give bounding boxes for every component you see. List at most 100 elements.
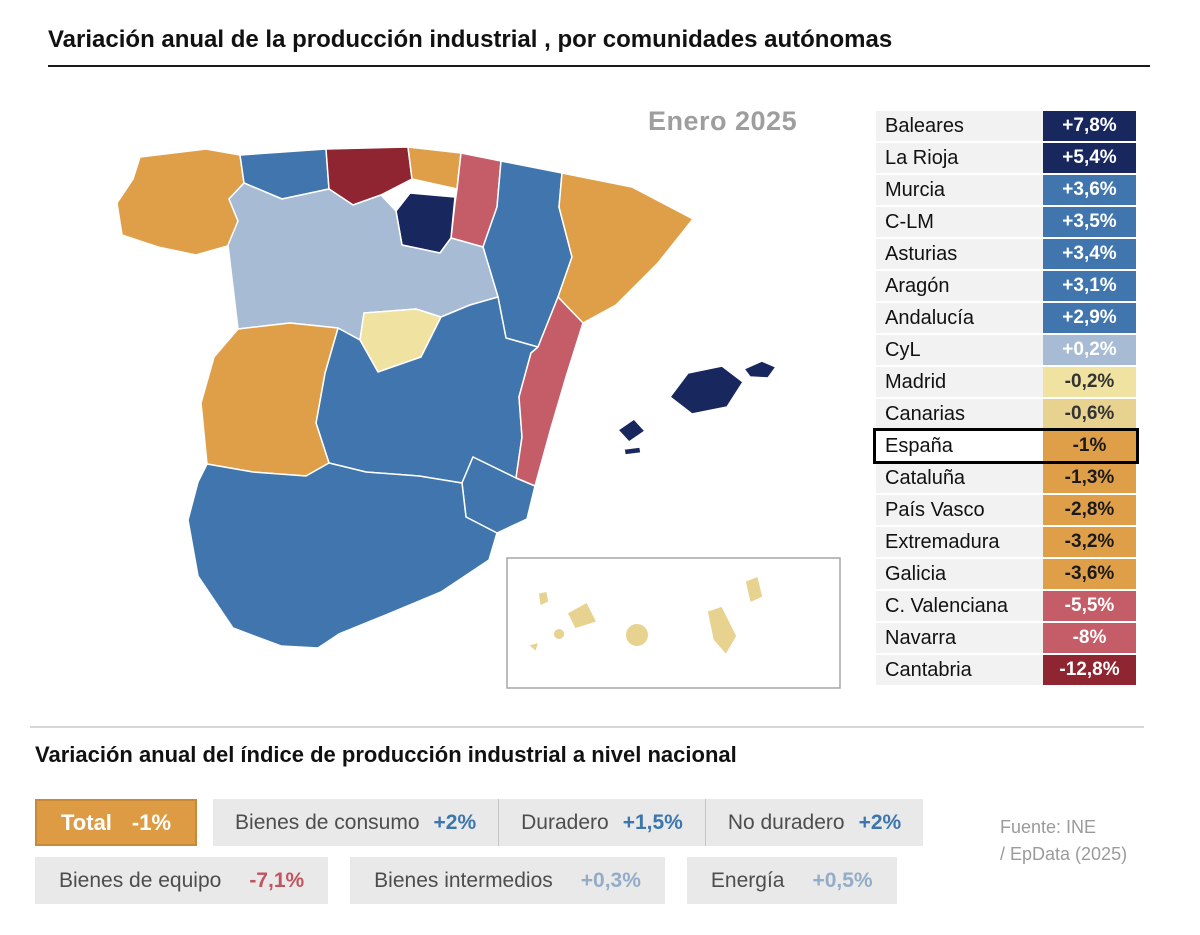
total-label: Total <box>61 809 112 835</box>
map-region-canarias-lapalma <box>537 590 550 607</box>
region-name: Galicia <box>876 559 1043 589</box>
indicator-value: +2% <box>433 810 477 834</box>
source-line1: Fuente: INE <box>1000 817 1097 837</box>
canarias-inset-box <box>506 557 841 689</box>
indicator-label: Bienes intermedios <box>374 868 553 892</box>
national-group-bar: Bienes de consumo +2% Duradero +1,5% No dura… <box>213 799 924 846</box>
legend-row-andalucia: Andalucía +2,9% <box>876 303 1136 333</box>
region-name: CyL <box>876 335 1043 365</box>
indicator-value: +2% <box>858 810 902 834</box>
region-value: -3,6% <box>1043 559 1136 589</box>
total-badge: Total -1% <box>35 799 198 846</box>
indicator-label: Bienes de equipo <box>59 868 222 892</box>
total-value: -1% <box>131 809 172 835</box>
region-value: -0,2% <box>1043 367 1136 397</box>
map-region-baleares-menorca <box>743 360 777 379</box>
indicator-label: Bienes de consumo <box>235 810 420 834</box>
section-divider <box>30 726 1144 728</box>
region-name: Canarias <box>876 399 1043 429</box>
legend-row-cataluna: Cataluña -1,3% <box>876 463 1136 493</box>
legend-row-canarias: Canarias -0,6% <box>876 399 1136 429</box>
region-value: +5,4% <box>1043 143 1136 173</box>
legend-row-asturias: Asturias +3,4% <box>876 239 1136 269</box>
legend-row-cyl: CyL +0,2% <box>876 335 1136 365</box>
indicator-duradero: Duradero +1,5% <box>498 799 705 846</box>
legend-row-cantabria: Cantabria -12,8% <box>876 655 1136 685</box>
source-note: Fuente: INE / EpData (2025) <box>1000 814 1127 868</box>
map-region-baleares-mallorca <box>669 365 744 415</box>
region-name: Aragón <box>876 271 1043 301</box>
region-value: -8% <box>1043 623 1136 653</box>
legend-row-espana: España -1% <box>873 428 1139 464</box>
region-name: Madrid <box>876 367 1043 397</box>
region-value: +3,6% <box>1043 175 1136 205</box>
indicator-value: -7,1% <box>249 868 305 892</box>
indicator-value: +0,3% <box>580 868 641 892</box>
map-region-paisvasco <box>407 146 462 190</box>
page-title: Variación anual de la producción industr… <box>48 26 1150 67</box>
legend-row-valenciana: C. Valenciana -5,5% <box>876 591 1136 621</box>
region-name: La Rioja <box>876 143 1043 173</box>
map-region-baleares-formentera <box>623 446 642 456</box>
region-value: +3,4% <box>1043 239 1136 269</box>
region-name: Navarra <box>876 623 1043 653</box>
map-region-galicia <box>116 148 245 256</box>
region-value: -5,5% <box>1043 591 1136 621</box>
map-region-canarias-lanzarote <box>744 575 764 604</box>
map-region-canarias-gomera <box>554 629 564 639</box>
map-region-canarias-tenerife <box>566 601 598 630</box>
region-name: Murcia <box>876 175 1043 205</box>
legend-row-paisvasco: País Vasco -2,8% <box>876 495 1136 525</box>
indicator-bienes-de-equipo: Bienes de equipo -7,1% <box>35 857 329 904</box>
region-value: -2,8% <box>1043 495 1136 525</box>
region-value: +3,5% <box>1043 207 1136 237</box>
legend-row-baleares: Baleares +7,8% <box>876 111 1136 141</box>
legend-row-madrid: Madrid -0,2% <box>876 367 1136 397</box>
legend-row-clm: C-LM +3,5% <box>876 207 1136 237</box>
region-name: España <box>876 431 1043 461</box>
indicator-label: Duradero <box>521 810 609 834</box>
region-value: +3,1% <box>1043 271 1136 301</box>
region-value: +2,9% <box>1043 303 1136 333</box>
spain-map <box>116 146 841 689</box>
legend-row-galicia: Galicia -3,6% <box>876 559 1136 589</box>
legend-row-murcia: Murcia +3,6% <box>876 175 1136 205</box>
legend-row-aragon: Aragón +3,1% <box>876 271 1136 301</box>
region-value: -1% <box>1043 431 1136 461</box>
indicator-label: No duradero <box>727 810 845 834</box>
region-value: -3,2% <box>1043 527 1136 557</box>
national-row2: Bienes de equipo -7,1% Bienes intermedios +… <box>35 857 897 904</box>
indicator-bienes-intermedios: Bienes intermedios +0,3% <box>350 857 665 904</box>
region-name: País Vasco <box>876 495 1043 525</box>
source-line2: / EpData (2025) <box>1000 844 1128 864</box>
map-region-baleares-ibiza <box>617 418 646 443</box>
map-region-canarias-fuerteventura <box>706 605 738 656</box>
indicator-value: +1,5% <box>622 810 683 834</box>
period-label: Enero 2025 <box>648 106 798 136</box>
region-value: +0,2% <box>1043 335 1136 365</box>
map-region-canarias-hierro <box>527 641 540 653</box>
indicator-no-duradero: No duradero +2% <box>704 799 923 846</box>
region-value: -12,8% <box>1043 655 1136 685</box>
national-row1: Total -1% Bienes de consumo +2% Duradero +1… <box>35 799 924 846</box>
indicator-label: Energía <box>710 868 785 892</box>
indicator-energia: Energía +0,5% <box>686 857 897 904</box>
region-name: Asturias <box>876 239 1043 269</box>
region-value: +7,8% <box>1043 111 1136 141</box>
legend-row-navarra: Navarra -8% <box>876 623 1136 653</box>
region-name: C. Valenciana <box>876 591 1043 621</box>
region-legend: Baleares +7,8% La Rioja +5,4% Murcia +3,6% C-L… <box>873 111 1139 687</box>
map-region-extremadura <box>200 322 339 477</box>
legend-row-extremadura: Extremadura -3,2% <box>876 527 1136 557</box>
region-name: Andalucía <box>876 303 1043 333</box>
region-name: Baleares <box>876 111 1043 141</box>
region-name: C-LM <box>876 207 1043 237</box>
national-heading: Variación anual del índice de producción… <box>35 742 737 767</box>
map-region-andalucia <box>187 462 498 649</box>
map-region-canarias-grancanaria <box>626 624 648 646</box>
indicator-value: +0,5% <box>812 868 873 892</box>
map-region-cataluna <box>557 172 694 324</box>
indicator-bienes-de-consumo: Bienes de consumo +2% <box>213 799 498 846</box>
region-value: -0,6% <box>1043 399 1136 429</box>
region-value: -1,3% <box>1043 463 1136 493</box>
